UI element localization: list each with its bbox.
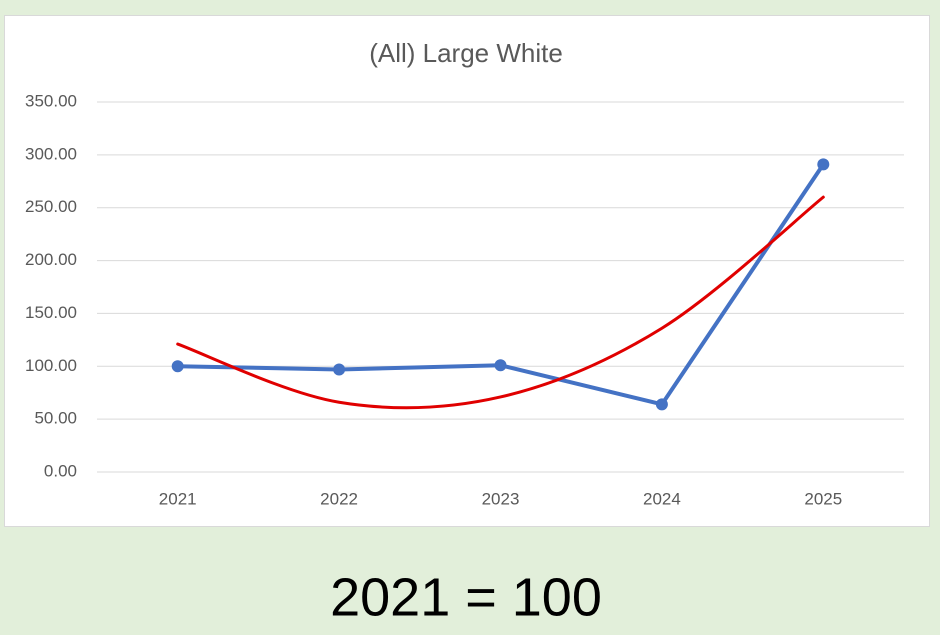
data-point — [171, 360, 184, 373]
y-tick-label: 200.00 — [25, 250, 77, 269]
data-point — [817, 158, 830, 171]
x-tick-label: 2025 — [804, 489, 842, 508]
x-tick-label: 2023 — [482, 489, 520, 508]
caption: 2021 = 100 — [330, 567, 602, 627]
y-tick-label: 50.00 — [34, 409, 77, 428]
data-point — [494, 359, 507, 372]
y-tick-label: 250.00 — [25, 197, 77, 216]
chart-title: (All) Large White — [369, 38, 563, 68]
y-tick-label: 100.00 — [25, 356, 77, 375]
data-point — [655, 398, 668, 411]
y-tick-label: 300.00 — [25, 144, 77, 163]
data-point — [333, 363, 346, 376]
chart-area — [4, 15, 930, 527]
y-tick-label: 350.00 — [25, 91, 77, 110]
trend-line — [176, 195, 825, 410]
y-tick-label: 0.00 — [44, 461, 77, 480]
x-tick-label: 2024 — [643, 489, 681, 508]
y-tick-label: 150.00 — [25, 303, 77, 322]
x-tick-label: 2021 — [159, 489, 197, 508]
x-tick-label: 2022 — [320, 489, 358, 508]
